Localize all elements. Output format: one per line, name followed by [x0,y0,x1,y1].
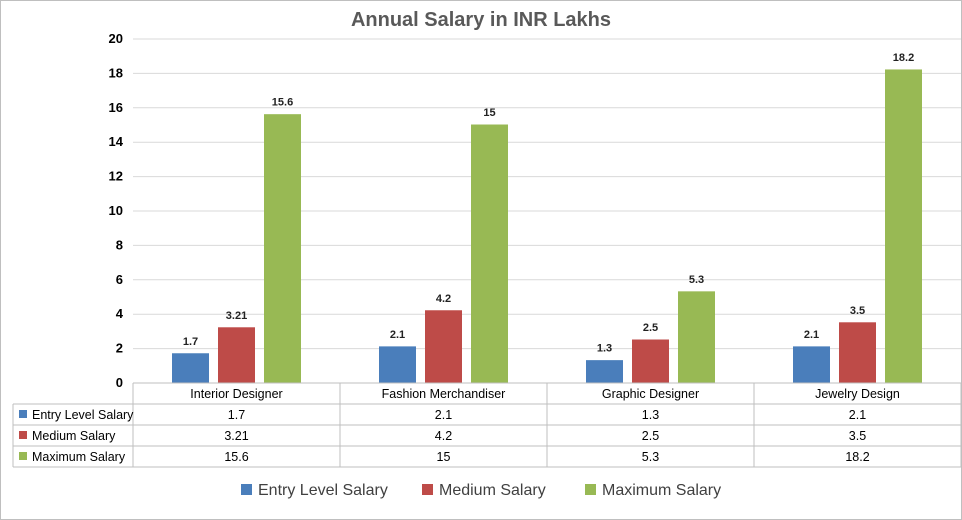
bars [172,69,922,384]
table-cell: 3.21 [224,429,248,443]
y-tick-label: 4 [116,306,124,321]
data-label: 2.1 [390,329,405,341]
data-label: 5.3 [689,274,704,286]
data-label: 18.2 [893,52,914,64]
table-cell: 5.3 [642,450,659,464]
table-header-cell: Graphic Designer [602,387,699,401]
bar-entry-level-salary-fashion-merchandiser [379,346,416,384]
table-row-label: Maximum Salary [32,450,126,464]
y-tick-label: 14 [109,134,124,149]
table-cell: 1.3 [642,408,659,422]
bar-maximum-salary-jewelry-design [885,69,922,384]
data-label: 2.1 [804,329,819,341]
bar-maximum-salary-fashion-merchandiser [471,124,508,384]
table-cell: 3.5 [849,429,866,443]
legend-label: Entry Level Salary [258,482,388,499]
y-tick-label: 6 [116,272,123,287]
bar-entry-level-salary-jewelry-design [793,346,830,384]
y-tick-label: 0 [116,375,123,390]
bar-medium-salary-graphic-designer [632,339,669,384]
bar-maximum-salary-interior-designer [264,114,301,384]
y-tick-label: 8 [116,237,123,252]
legend: Entry Level Salary Medium Salary Maximum S… [241,482,721,499]
chart-title: Annual Salary in INR Lakhs [351,9,611,31]
y-tick-label: 20 [109,31,123,46]
table-header-cell: Interior Designer [190,387,282,401]
bar-medium-salary-interior-designer [218,327,255,384]
table-cell: 15.6 [224,450,248,464]
y-tick-label: 2 [116,341,123,356]
data-label: 15 [483,107,495,119]
table-cell: 4.2 [435,429,452,443]
table-row-label: Medium Salary [32,429,116,443]
y-tick-label: 18 [109,65,123,80]
legend-label: Medium Salary [439,482,546,499]
y-tick-label: 10 [109,203,123,218]
data-table: Interior Designer Fashion Merchandiser Gra… [12,382,961,468]
data-label: 1.3 [597,343,612,355]
table-header-cell: Fashion Merchandiser [382,387,506,401]
bar-entry-level-salary-interior-designer [172,353,209,384]
table-series-key [19,431,27,439]
legend-swatch-medium-salary [422,484,433,495]
table-cell: 2.1 [435,408,452,422]
y-tick-label: 16 [109,100,123,115]
bar-medium-salary-jewelry-design [839,322,876,384]
data-labels: 1.7 3.21 15.6 2.1 4.2 15 1.3 2.5 5.3 2.1 3.5 18.2 [183,52,914,355]
data-label: 3.21 [226,310,247,322]
data-label: 15.6 [272,97,293,109]
gridlines [133,38,961,384]
legend-swatch-maximum-salary [585,484,596,495]
table-cell: 1.7 [228,408,245,422]
table-cell: 18.2 [845,450,869,464]
data-label: 2.5 [643,322,658,334]
table-cell: 2.5 [642,429,659,443]
table-header-cell: Jewelry Design [815,387,900,401]
table-row-label: Entry Level Salary [32,408,134,422]
bar-entry-level-salary-graphic-designer [586,360,623,384]
table-cell: 15 [437,450,451,464]
table-series-key [19,410,27,418]
bar-medium-salary-fashion-merchandiser [425,310,462,384]
data-label: 4.2 [436,293,451,305]
data-label: 1.7 [183,336,198,348]
y-axis: 0 2 4 6 8 10 12 14 16 18 20 [109,31,124,390]
table-cell: 2.1 [849,408,866,422]
legend-swatch-entry-level-salary [241,484,252,495]
table-series-key [19,452,27,460]
y-tick-label: 12 [109,169,123,184]
data-label: 3.5 [850,305,865,317]
legend-label: Maximum Salary [602,482,721,499]
bar-maximum-salary-graphic-designer [678,291,715,384]
